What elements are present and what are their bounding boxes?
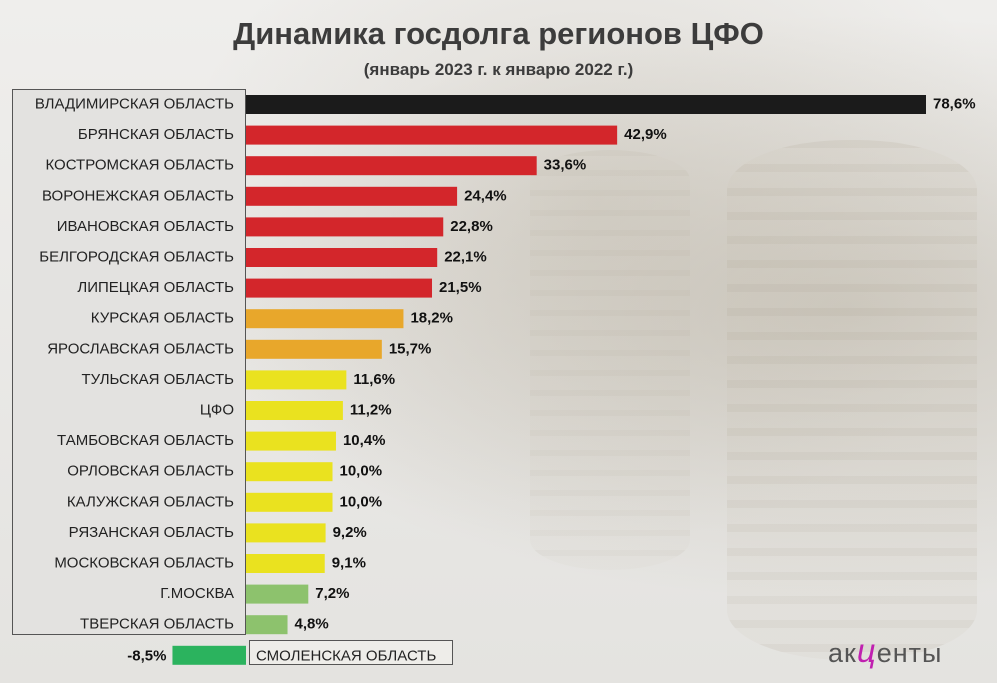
category-label: ЦФО [200,401,234,418]
data-label: 9,2% [333,524,367,541]
logo-text-3: енты [876,638,943,668]
category-label: ИВАНОВСКАЯ ОБЛАСТЬ [57,218,234,235]
data-label: 10,4% [343,432,386,449]
chart-subtitle: (январь 2023 г. к январю 2022 г.) [363,60,634,79]
bar [246,125,618,145]
data-label: 9,1% [332,554,366,571]
data-label: 11,2% [350,401,392,418]
category-label: ЯРОСЛАВСКАЯ ОБЛАСТЬ [47,340,234,357]
bar [246,615,288,635]
data-label: 10,0% [340,493,383,510]
category-label: БРЯНСКАЯ ОБЛАСТЬ [78,126,234,143]
bar [246,492,333,512]
data-label: 33,6% [544,157,587,174]
bar [246,95,926,114]
bar [246,309,404,329]
category-label: ТВЕРСКАЯ ОБЛАСТЬ [80,616,234,633]
negative-label-box [249,640,453,665]
bar [246,278,433,298]
category-label: ОРЛОВСКАЯ ОБЛАСТЬ [67,463,234,480]
coins-stack-image-2 [530,150,690,570]
data-label: 18,2% [410,310,453,327]
category-label: РЯЗАНСКАЯ ОБЛАСТЬ [69,524,235,541]
bar [246,370,347,390]
bar [246,584,309,604]
data-label: 42,9% [624,126,667,143]
category-label: БЕЛГОРОДСКАЯ ОБЛАСТЬ [39,248,234,265]
bar [246,248,438,267]
bar [246,462,333,482]
logo-text-2: ц [856,632,877,669]
category-label: ТАМБОВСКАЯ ОБЛАСТЬ [57,432,234,449]
bar [246,401,343,420]
coins-stack-image [727,140,977,660]
data-label: 21,5% [439,279,482,296]
data-label: 24,4% [464,187,507,204]
bar [246,554,325,573]
bar [246,339,382,359]
category-label: КАЛУЖСКАЯ ОБЛАСТЬ [67,493,234,510]
category-label: КУРСКАЯ ОБЛАСТЬ [91,310,234,327]
bar [246,217,444,237]
category-label: ВОРОНЕЖСКАЯ ОБЛАСТЬ [42,187,234,204]
data-label: 22,8% [450,218,493,235]
bar [246,431,336,451]
data-label: 15,7% [389,340,432,357]
bar [172,645,246,665]
category-label: ЛИПЕЦКАЯ ОБЛАСТЬ [77,279,234,296]
category-label: МОСКОВСКАЯ ОБЛАСТЬ [54,554,234,571]
data-label: 78,6% [933,95,976,112]
category-label: СМОЛЕНСКАЯ ОБЛАСТЬ [256,647,436,664]
category-label: ТУЛЬСКАЯ ОБЛАСТЬ [82,371,235,388]
category-label-panel [12,89,246,635]
brand-logo: акценты [828,632,942,670]
data-label: 11,6% [353,371,395,388]
category-label: ВЛАДИМИРСКАЯ ОБЛАСТЬ [35,95,234,112]
data-label: 10,0% [340,463,383,480]
data-label: 22,1% [444,248,487,265]
data-label: 7,2% [315,585,349,602]
logo-text-1: ак [828,638,857,668]
data-label: -8,5% [127,647,166,664]
bar [246,186,458,206]
data-label: 4,8% [295,616,329,633]
bar [246,156,537,176]
chart-title: Динамика госдолга регионов ЦФО [233,16,764,51]
bar [246,523,326,543]
category-label: КОСТРОМСКАЯ ОБЛАСТЬ [45,157,234,174]
category-label: Г.МОСКВА [160,585,234,602]
